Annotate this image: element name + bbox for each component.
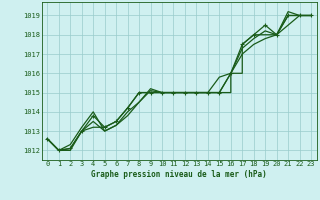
X-axis label: Graphe pression niveau de la mer (hPa): Graphe pression niveau de la mer (hPa) bbox=[91, 170, 267, 179]
